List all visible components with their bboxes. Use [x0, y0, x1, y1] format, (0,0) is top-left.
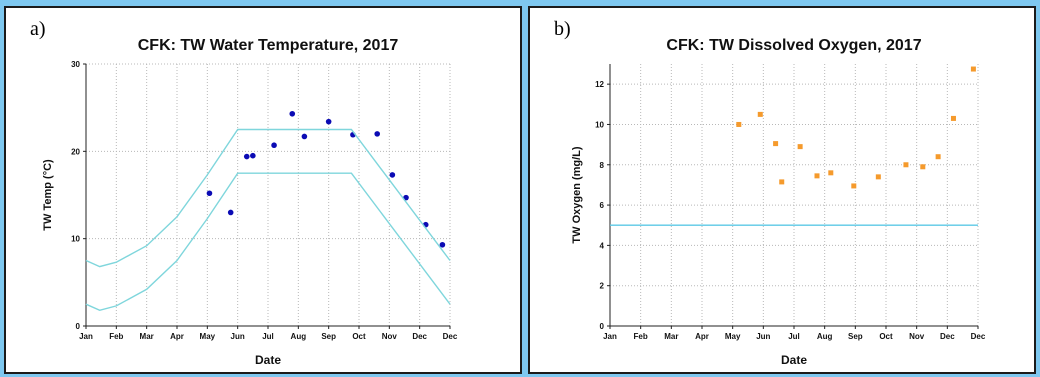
x-tick-label: Nov	[909, 332, 925, 341]
y-tick-label: 10	[71, 235, 80, 244]
x-tick-label: May	[200, 332, 216, 341]
x-tick-label: Jan	[603, 332, 617, 341]
data-point	[828, 170, 834, 176]
y-axis-label: TW Oxygen (mg/L)	[571, 146, 583, 244]
data-point	[301, 133, 308, 140]
x-tick-label: Apr	[695, 332, 709, 341]
data-point	[779, 179, 785, 185]
data-point	[797, 144, 803, 150]
data-point	[389, 172, 396, 178]
x-axis-label: Date	[255, 353, 281, 367]
series-line	[85, 128, 451, 268]
x-tick-label: Oct	[352, 332, 366, 341]
data-point	[851, 183, 857, 189]
x-tick-label: Dec	[412, 332, 427, 341]
chart-title: CFK: TW Dissolved Oxygen, 2017	[666, 37, 921, 54]
data-point	[935, 154, 941, 160]
data-point	[403, 194, 409, 201]
x-tick-label: Apr	[170, 332, 184, 341]
panel-label-a: a)	[30, 18, 46, 40]
y-tick-label: 2	[600, 282, 605, 291]
data-point	[271, 142, 277, 149]
data-point	[970, 66, 976, 72]
x-tick-label: Jul	[788, 332, 800, 341]
data-point	[439, 241, 446, 248]
data-point	[875, 174, 881, 180]
x-tick-label: Feb	[634, 332, 648, 341]
chart-panel-temperature: a) CFK: TW Water Temperature, 2017 Jan Feb…	[4, 6, 522, 374]
data-point	[736, 121, 742, 127]
x-tick-label: Feb	[109, 332, 123, 341]
data-point	[950, 115, 956, 121]
y-tick-label: 10	[595, 120, 604, 129]
data-point	[773, 141, 779, 147]
x-tick-label: Aug	[817, 332, 833, 341]
oxygen-chart: CFK: TW Dissolved Oxygen, 2017 Jan Feb Mar A…	[571, 37, 986, 367]
y-tick-label: 8	[600, 161, 605, 170]
data-point	[227, 209, 234, 216]
data-point	[814, 173, 820, 179]
y-tick-label: 12	[595, 80, 604, 89]
y-tick-label: 0	[600, 322, 605, 331]
x-tick-label: Dec	[940, 332, 955, 341]
series-line	[85, 172, 451, 312]
data-point	[250, 152, 256, 159]
data-point	[243, 153, 250, 160]
data-point	[289, 110, 296, 117]
x-tick-label: Nov	[382, 332, 398, 341]
y-axis-label: TW Temp (°C)	[42, 159, 54, 231]
x-axis-label: Date	[781, 353, 807, 367]
x-tick-label: Jan	[79, 332, 93, 341]
data-point	[206, 190, 213, 197]
x-tick-label: Aug	[291, 332, 307, 341]
data-point	[920, 164, 926, 170]
y-tick-label: 4	[600, 241, 605, 250]
data-point	[374, 131, 381, 137]
temperature-chart: CFK: TW Water Temperature, 2017 Jan Feb Mar…	[42, 37, 458, 367]
y-tick-label: 20	[71, 147, 80, 156]
x-tick-label: Jun	[231, 332, 245, 341]
chart-panel-oxygen: b) CFK: TW Dissolved Oxygen, 2017 Jan Feb M…	[528, 6, 1036, 374]
data-point	[325, 118, 332, 125]
x-tick-label: Mar	[140, 332, 154, 341]
y-tick-label: 6	[600, 201, 605, 210]
x-tick-label: Jul	[262, 332, 274, 341]
y-tick-label: 0	[76, 322, 81, 331]
x-tick-label: Sep	[848, 332, 863, 341]
x-tick-label: Dec	[971, 332, 986, 341]
panel-label-b: b)	[554, 18, 571, 40]
x-tick-label: Oct	[879, 332, 893, 341]
x-tick-label: Mar	[664, 332, 678, 341]
chart-title: CFK: TW Water Temperature, 2017	[138, 37, 399, 54]
data-point	[757, 111, 763, 117]
x-tick-label: May	[725, 332, 741, 341]
x-tick-label: Sep	[321, 332, 336, 341]
x-tick-label: Dec	[443, 332, 458, 341]
data-point	[903, 162, 909, 168]
x-tick-label: Jun	[756, 332, 770, 341]
y-tick-label: 30	[71, 60, 80, 69]
